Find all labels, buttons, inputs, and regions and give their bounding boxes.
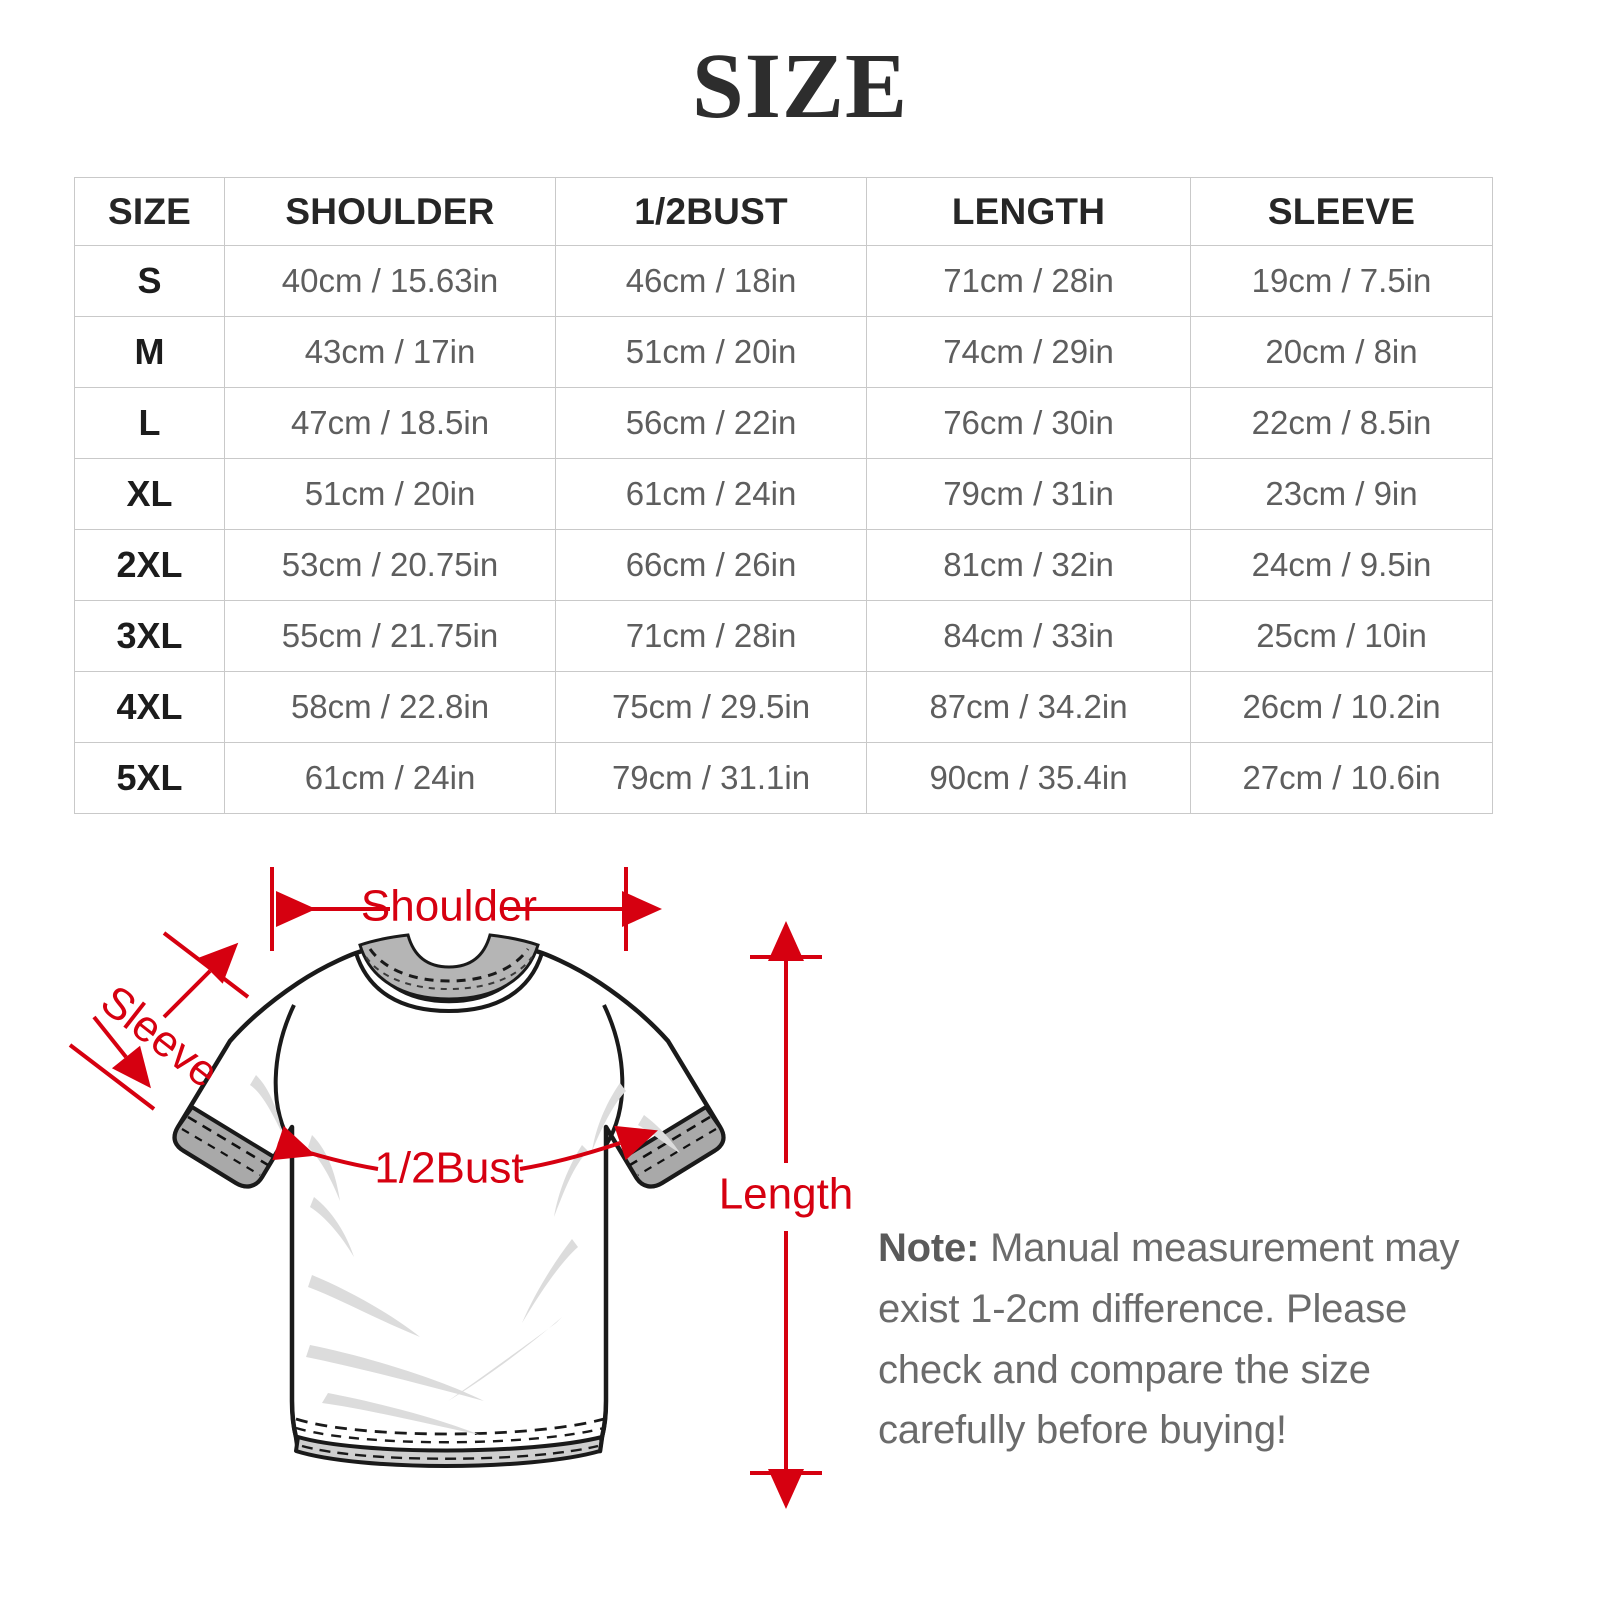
cell-bust: 75cm / 29.5in [555,671,867,743]
sleeve-arrow-lower [92,1015,151,1089]
note-block: Note: Manual measurement may exist 1-2cm… [878,1218,1498,1461]
bust-arrow-left [272,1125,379,1171]
table-row: XL 51cm / 20in 61cm / 24in 79cm / 31in 2… [74,458,1493,530]
table-row: L 47cm / 18.5in 56cm / 22in 76cm / 30in … [74,387,1493,459]
cell-shoulder: 47cm / 18.5in [224,387,556,459]
column-header-size: SIZE [74,177,225,246]
cell-bust: 79cm / 31.1in [555,742,867,814]
cell-bust: 61cm / 24in [555,458,867,530]
cell-length: 79cm / 31in [866,458,1191,530]
cell-bust: 56cm / 22in [555,387,867,459]
table-row: 2XL 53cm / 20.75in 66cm / 26in 81cm / 32… [74,529,1493,601]
shirt-fold-shadows [250,1075,680,1435]
cell-sleeve: 20cm / 8in [1190,316,1493,388]
shirt-collar-stitch-2 [365,956,533,991]
shirt-hem-stitch-upper-2 [295,1426,605,1444]
cell-sleeve: 27cm / 10.6in [1190,742,1493,814]
shirt-hem-stitch-upper [295,1417,605,1436]
tshirt-diagram-svg: Shoulder Sleeve 1/2Bust Length [68,867,854,1509]
cell-length: 74cm / 29in [866,316,1191,388]
cell-size: M [74,316,225,388]
shirt-cuff-left-stitch-2 [181,1128,261,1176]
tshirt-illustration [172,933,726,1468]
table-row: 3XL 55cm / 21.75in 71cm / 28in 84cm / 33… [74,600,1493,672]
cell-size: L [74,387,225,459]
cell-shoulder: 61cm / 24in [224,742,556,814]
cell-sleeve: 24cm / 9.5in [1190,529,1493,601]
column-header-shoulder: SHOULDER [224,177,556,246]
cell-shoulder: 40cm / 15.63in [224,245,556,317]
bust-measure-group [272,1125,658,1171]
shirt-side-seam-right [599,1145,608,1442]
cell-size: 3XL [74,600,225,672]
shirt-body-outline [172,946,726,1454]
cell-size: 2XL [74,529,225,601]
table-header-row: SIZE SHOULDER 1/2BUST LENGTH SLEEVE [74,177,1493,246]
shirt-neckline [354,952,544,1014]
cell-length: 76cm / 30in [866,387,1191,459]
cell-sleeve: 22cm / 8.5in [1190,387,1493,459]
length-label: Length [719,1170,854,1219]
cell-sleeve: 19cm / 7.5in [1190,245,1493,317]
sleeve-tick-upper [162,931,250,999]
bust-arrow-right [519,1125,658,1171]
shirt-cuff-left [172,1105,276,1189]
sleeve-arrow-upper [162,942,239,1019]
cell-shoulder: 53cm / 20.75in [224,529,556,601]
note-text: Manual measurement may exist 1-2cm diffe… [878,1226,1460,1453]
column-header-bust: 1/2BUST [555,177,867,246]
cell-bust: 46cm / 18in [555,245,867,317]
table-row: M 43cm / 17in 51cm / 20in 74cm / 29in 20… [74,316,1493,388]
shirt-hem-band [294,1435,604,1468]
column-header-sleeve: SLEEVE [1190,177,1493,246]
cell-sleeve: 23cm / 9in [1190,458,1493,530]
shirt-sleeve-seam-right [602,1004,625,1147]
shoulder-label: Shoulder [361,882,537,931]
table-row: 5XL 61cm / 24in 79cm / 31.1in 90cm / 35.… [74,742,1493,814]
sleeve-measure-group [68,931,250,1111]
cell-bust: 66cm / 26in [555,529,867,601]
cell-shoulder: 55cm / 21.75in [224,600,556,672]
cell-sleeve: 26cm / 10.2in [1190,671,1493,743]
cell-size: 4XL [74,671,225,743]
cell-length: 84cm / 33in [866,600,1191,672]
column-header-length: LENGTH [866,177,1191,246]
cell-sleeve: 25cm / 10in [1190,600,1493,672]
shirt-cuff-right-stitch-2 [637,1128,717,1176]
cell-length: 90cm / 35.4in [866,742,1191,814]
cell-bust: 51cm / 20in [555,316,867,388]
cell-length: 87cm / 34.2in [866,671,1191,743]
shirt-cuff-left-stitch [187,1115,269,1167]
length-measure-group [750,921,822,1509]
bust-label: 1/2Bust [374,1144,523,1193]
shirt-collar-stitch [368,948,530,983]
cell-shoulder: 58cm / 22.8in [224,671,556,743]
page-title: SIZE [692,35,908,138]
cell-size: S [74,245,225,317]
size-chart-table: SIZE SHOULDER 1/2BUST LENGTH SLEEVE S 40… [74,177,1493,814]
shoulder-measure-group [270,867,662,951]
shirt-hem-stitch-lower [301,1444,599,1460]
cell-size: 5XL [74,742,225,814]
measurement-illustration: Shoulder Sleeve 1/2Bust Length [0,845,1600,1600]
table-row: S 40cm / 15.63in 46cm / 18in 71cm / 28in… [74,245,1493,317]
sleeve-tick-lower [68,1043,156,1111]
cell-shoulder: 43cm / 17in [224,316,556,388]
note-label: Note: [878,1226,980,1270]
cell-length: 71cm / 28in [866,245,1191,317]
cell-shoulder: 51cm / 20in [224,458,556,530]
cell-length: 81cm / 32in [866,529,1191,601]
cell-size: XL [74,458,225,530]
shirt-side-seam-left [290,1145,299,1442]
cell-bust: 71cm / 28in [555,600,867,672]
table-row: 4XL 58cm / 22.8in 75cm / 29.5in 87cm / 3… [74,671,1493,743]
